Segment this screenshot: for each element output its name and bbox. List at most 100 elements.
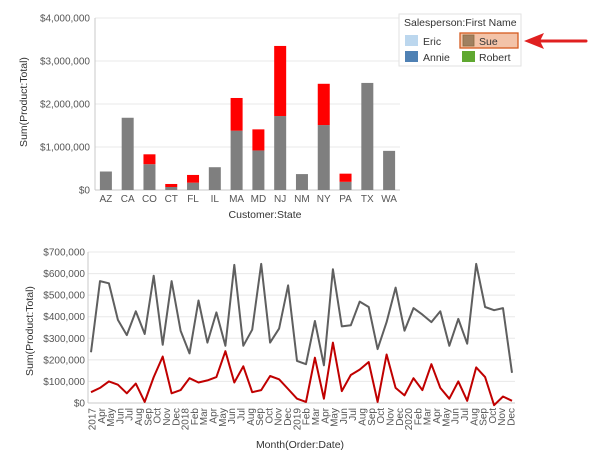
line-y-tick-label: $700,000 [43,248,85,259]
line-x-tick-label: Jun [339,408,350,424]
bar-segment-gray-nj[interactable] [274,116,287,190]
state-bar-chart: $0 $1,000,000 $2,000,000 $3,000,000 $4,000,0… [18,14,400,221]
bar-segment-gray-nm[interactable] [295,174,308,190]
legend-swatch-annie [405,51,418,62]
line-y-tick-label: $600,000 [43,269,85,280]
bar-segment-gray-ny[interactable] [317,125,330,190]
bar-y-tick-labels: $0 $1,000,000 $2,000,000 $3,000,000 $4,000,0… [40,14,90,197]
bar-x-tick-label: PA [339,194,352,205]
legend-selection-highlight [459,32,519,49]
bar-segment-gray-co[interactable] [143,164,156,190]
line-x-tick-label: Jul [125,408,136,421]
bar-segment-gray-fl[interactable] [187,182,200,190]
legend-item-robert[interactable]: Robert [462,51,511,64]
line-y-tick-label: $500,000 [43,291,85,302]
line-x-tick-label: Mar [311,407,322,425]
bar-segment-gray-ca[interactable] [121,117,134,190]
bar-segment-red-pa[interactable] [339,173,352,182]
line-x-tick-label: May [330,408,341,427]
line-x-tick-label: Jul [237,408,248,421]
bar-segment-gray-pa[interactable] [339,181,352,190]
bar-x-axis-title: Customer:State [229,209,302,221]
bar-y-tick-label: $2,000,000 [40,100,90,111]
line-x-tick-label: Jul [460,408,471,421]
line-x-tick-label: May [106,408,117,427]
line-x-tick-label: Aug [246,408,257,426]
monthly-line-chart: $0 $100,000 $200,000 $300,000 $400,000 $500,0… [24,248,518,452]
bar-y-tick-label: $3,000,000 [40,57,90,68]
line-x-tick-label: Aug [134,408,145,426]
bar-segment-red-nj[interactable] [274,45,287,117]
line-x-tick-label: Sep [479,408,490,426]
line-x-tick-label: Sep [143,408,154,426]
bar-gridlines [94,17,400,191]
legend-label-annie: Annie [423,52,450,64]
bar-marks[interactable] [99,45,396,190]
line-x-tick-label: May [441,408,452,427]
line-y-tick-label: $400,000 [43,312,85,323]
bar-x-tick-label: NM [294,194,310,205]
bar-segment-gray-az[interactable] [99,171,112,190]
line-x-tick-label: Mar [199,407,210,425]
line-x-tick-label: Dec [171,408,182,426]
legend-item-annie[interactable]: Annie [405,51,450,64]
bar-x-tick-label: CO [142,194,157,205]
bar-x-tick-labels: AZ CA CO CT FL IL MA MD NJ NM NY PA TX WA [100,194,398,205]
line-y-tick-label: $300,000 [43,334,85,345]
line-x-tick-label: Feb [302,408,313,426]
line-x-tick-label: Aug [469,408,480,426]
legend-title: Salesperson:First Name [404,17,517,29]
line-x-tick-label: 2018 [181,408,192,431]
line-x-tick-label: Oct [488,408,499,424]
legend-label-eric: Eric [423,36,441,48]
bar-segment-red-co[interactable] [143,154,156,165]
bar-segment-red-fl[interactable] [187,174,200,183]
bar-segment-red-md[interactable] [252,129,265,151]
bar-segment-gray-il[interactable] [208,167,221,190]
line-x-tick-label: May [218,408,229,427]
line-x-tick-label: Nov [274,408,285,426]
annotation-arrow [524,33,588,49]
bar-segment-gray-wa[interactable] [383,150,396,190]
line-y-tick-label: $0 [74,399,86,410]
legend-swatch-sue [462,34,475,47]
line-x-tick-label: Oct [264,408,275,424]
arrow-head [524,33,544,49]
line-series-gray[interactable] [90,262,513,373]
bar-x-tick-label: AZ [100,194,113,205]
line-y-axis-title: Sum(Product:Total) [24,286,36,376]
bar-segment-gray-ma[interactable] [230,130,243,190]
line-x-tick-label: 2019 [292,408,303,431]
legend-swatch-eric [405,35,418,46]
line-x-tick-label: Oct [153,408,164,424]
line-x-tick-label: Oct [376,408,387,424]
bar-segment-gray-md[interactable] [252,150,265,190]
line-x-tick-label: Dec [507,408,518,426]
bar-segment-red-ma[interactable] [230,97,243,131]
bar-segment-gray-tx[interactable] [361,82,374,190]
line-series-red[interactable] [90,341,513,407]
bar-x-tick-label: TX [361,194,374,205]
line-x-tick-label: Nov [497,408,508,426]
line-x-tick-label: Sep [367,408,378,426]
bar-x-tick-label: CT [165,194,178,205]
line-y-tick-label: $100,000 [43,377,85,388]
bar-segment-gray-ct[interactable] [165,186,178,190]
legend-item-eric[interactable]: Eric [405,35,441,48]
line-x-tick-label: Jun [227,408,238,424]
line-x-tick-label: Jul [348,408,359,421]
line-y-tick-label: $200,000 [43,355,85,366]
legend-item-sue[interactable]: Sue [459,32,519,49]
bar-x-tick-label: NJ [274,194,286,205]
bar-y-tick-label: $0 [79,186,91,197]
line-x-tick-label: Jun [451,408,462,424]
line-x-tick-label: Sep [255,408,266,426]
line-marks[interactable] [90,262,513,407]
bar-segment-red-ct[interactable] [165,183,178,187]
bar-y-tick-label: $4,000,000 [40,14,90,25]
bar-x-tick-label: WA [381,194,397,205]
legend-swatch-robert [462,51,475,62]
bar-segment-red-ny[interactable] [317,83,330,126]
bar-x-tick-label: MA [229,194,244,205]
